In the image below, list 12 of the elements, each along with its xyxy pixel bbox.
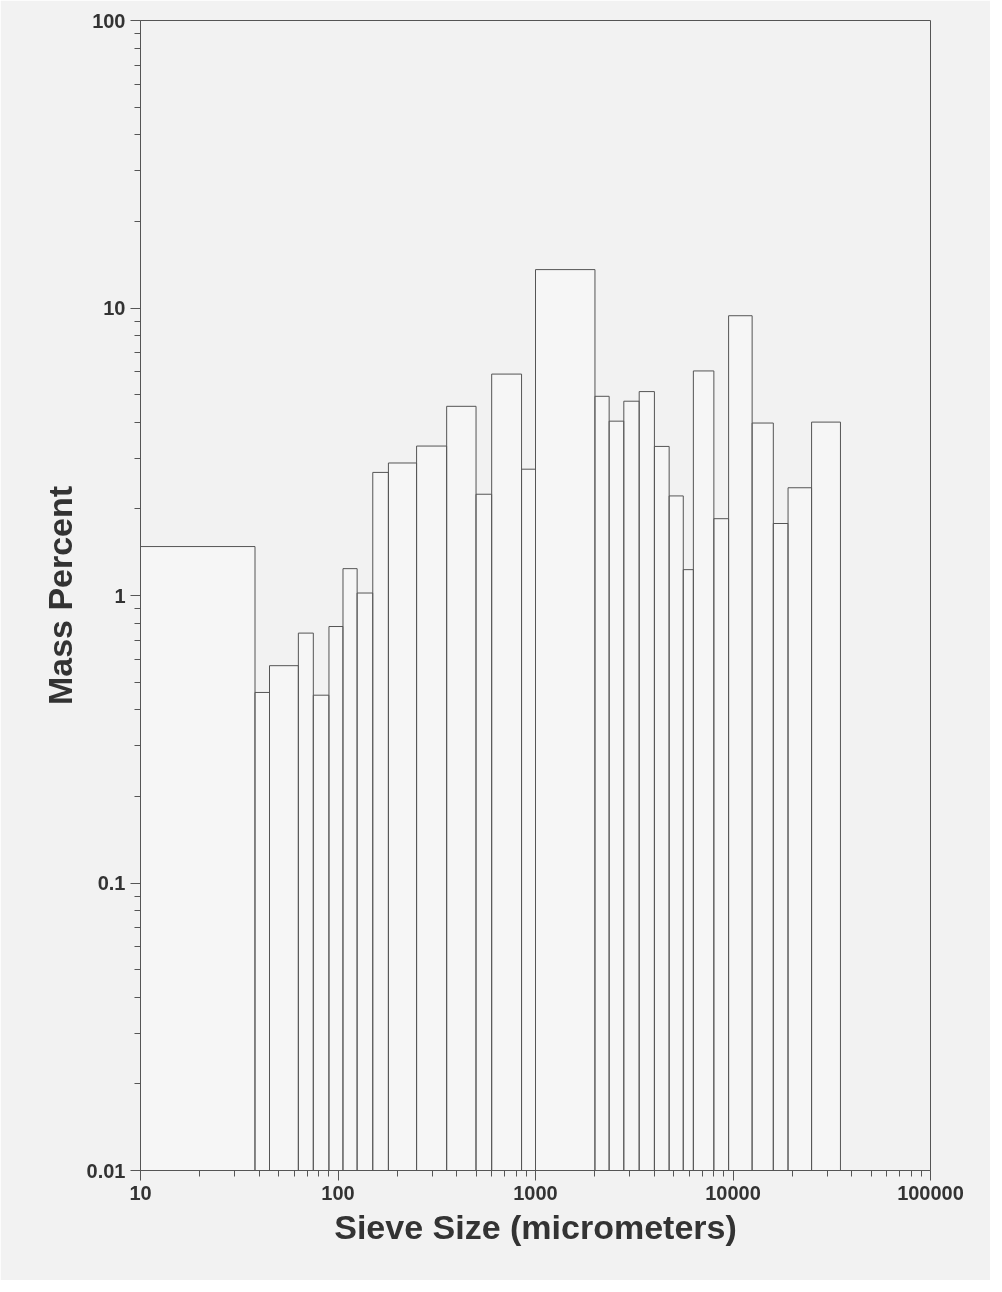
x-tick-label: 10 bbox=[129, 1181, 152, 1204]
x-axis-title: Sieve Size (micrometers) bbox=[334, 1207, 737, 1246]
y-tick-label: 10 bbox=[103, 297, 126, 319]
x-tick-label: 1000 bbox=[513, 1181, 558, 1204]
x-tick-label: 100 bbox=[321, 1181, 355, 1204]
x-tick-label: 10000 bbox=[705, 1181, 761, 1204]
y-axis-title: Mass Percent bbox=[40, 485, 79, 706]
y-tick-label: 0.1 bbox=[97, 872, 126, 894]
x-tick-label: 100000 bbox=[897, 1181, 964, 1204]
y-tick-label: 1 bbox=[114, 584, 126, 607]
y-tick-label: 0.01 bbox=[86, 1159, 126, 1182]
y-tick-label: 100 bbox=[92, 9, 126, 32]
